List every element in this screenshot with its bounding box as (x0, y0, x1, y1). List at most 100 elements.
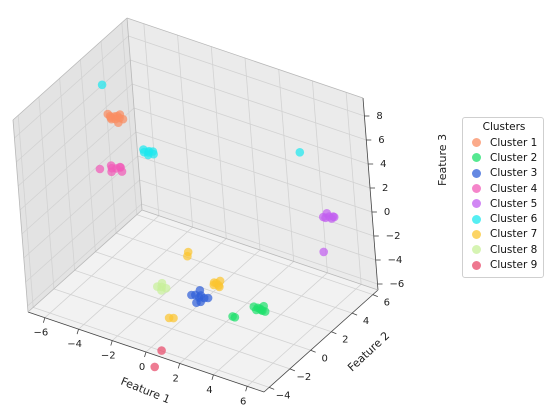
legend-entry: Cluster 8 (469, 242, 539, 257)
y-axis-label: Feature 2 (345, 329, 392, 374)
x-tick-label: −2 (101, 351, 116, 362)
grid-line-z (14, 35, 129, 139)
grid-line-x (179, 261, 294, 364)
grid-line-z (141, 203, 378, 285)
point-cluster-2 (251, 305, 261, 315)
grid-line-x (312, 80, 328, 273)
legend-marker (472, 138, 481, 148)
y-tick-mark (269, 386, 275, 390)
z-tick-label: 8 (376, 111, 382, 122)
grid-line-y (17, 115, 34, 308)
grid-line-x (44, 215, 160, 319)
grid-line-y (33, 306, 270, 388)
legend-label: Cluster 6 (490, 213, 538, 226)
grid-lines (14, 22, 378, 388)
grid-line-x (213, 272, 328, 376)
grid-line-y (59, 78, 76, 271)
legend-entries: Cluster 1 Cluster 2 Cluster 3 Cluster 4 Clus… (469, 135, 539, 273)
x-tick-label: 4 (206, 385, 212, 396)
grid-line-x (177, 35, 193, 228)
grid-line-x (143, 23, 160, 216)
grid-line-z (17, 83, 133, 187)
grid-line-z (135, 131, 373, 213)
grid-line-y (38, 96, 55, 289)
x-tick-mark (76, 329, 79, 335)
legend: Clusters Cluster 1 Cluster 2 Cluster 3 Clus… (462, 117, 544, 278)
z-tick-label: −6 (390, 279, 405, 290)
grid-line-y (95, 251, 332, 333)
grid-line-z (130, 59, 367, 141)
y-tick-mark (331, 331, 337, 335)
legend-label: Cluster 3 (490, 167, 538, 180)
pane-edge (126, 17, 364, 99)
grid-line-y (115, 232, 353, 314)
point-cluster-7 (215, 282, 224, 292)
legend-label: Cluster 1 (490, 136, 538, 149)
point-cluster-4 (107, 167, 116, 177)
x-tick-mark (177, 363, 181, 369)
z-tick-label: −4 (388, 255, 403, 266)
grid-line-x (246, 283, 362, 387)
grid-line-x (244, 57, 261, 251)
point-cluster-3 (187, 290, 196, 300)
x-tick-label: 0 (139, 362, 145, 373)
y-tick-label: −2 (297, 372, 312, 383)
legend-entry: Cluster 5 (469, 196, 539, 211)
grid-line-z (27, 203, 142, 307)
x-tick-mark (245, 386, 248, 392)
legend-entry: Cluster 7 (469, 227, 539, 242)
grid-line-y (74, 269, 311, 351)
x-tick-label: −6 (33, 328, 48, 339)
x-axis-label: Feature 1 (119, 375, 172, 407)
z-tick-label: −2 (386, 231, 401, 242)
point-cluster-7 (164, 313, 174, 323)
grid-line-z (133, 107, 371, 189)
legend-entry: Cluster 3 (469, 166, 539, 181)
x-tick-mark (110, 340, 113, 346)
legend-label: Cluster 9 (490, 259, 538, 272)
point-cluster-7 (183, 247, 193, 257)
point-cluster-8 (157, 286, 166, 295)
legend-label: Cluster 5 (490, 197, 538, 210)
point-cluster-9 (157, 346, 166, 355)
x-tick-mark (42, 317, 46, 323)
legend-label: Cluster 7 (490, 228, 538, 241)
y-tick-label: 2 (342, 335, 348, 346)
y-axis-line (263, 289, 379, 393)
grid-line-y (79, 59, 96, 252)
grid-line-z (132, 83, 369, 165)
pane-edge (27, 209, 143, 313)
x-tick-label: 6 (240, 396, 246, 407)
legend-marker (472, 199, 481, 209)
legend-marker (472, 229, 481, 239)
y-tick-mark (351, 312, 358, 316)
z-axis-line (362, 97, 379, 291)
legend-marker (472, 184, 481, 194)
grid-line-z (25, 179, 140, 283)
pane-edge (12, 119, 29, 313)
y-tick-label: 6 (384, 298, 390, 309)
point-cluster-6 (143, 150, 153, 160)
y-tick-mark (289, 368, 296, 372)
z-tick-label: 0 (384, 207, 390, 218)
point-cluster-1 (107, 114, 116, 124)
pane-edge (126, 17, 143, 211)
legend-marker (472, 153, 481, 163)
point-cluster-1 (114, 118, 123, 127)
z-tick-label: 4 (380, 159, 386, 170)
grid-line-z (137, 155, 374, 237)
legend-entry: Cluster 1 (469, 135, 539, 150)
legend-marker (472, 260, 481, 270)
grid-line-z (128, 35, 365, 117)
legend-entry: Cluster 4 (469, 181, 539, 196)
grid-line-y (121, 22, 138, 215)
point-cluster-3 (192, 298, 201, 308)
legend-marker (472, 168, 481, 178)
point-cluster-2 (230, 313, 240, 322)
grid-line-y (136, 214, 373, 296)
point-cluster-6 (295, 148, 305, 157)
legend-entry: Cluster 2 (469, 150, 539, 165)
z-tick-label: 2 (382, 183, 388, 194)
legend-label: Cluster 8 (490, 243, 538, 256)
point-cluster-5 (321, 213, 330, 223)
